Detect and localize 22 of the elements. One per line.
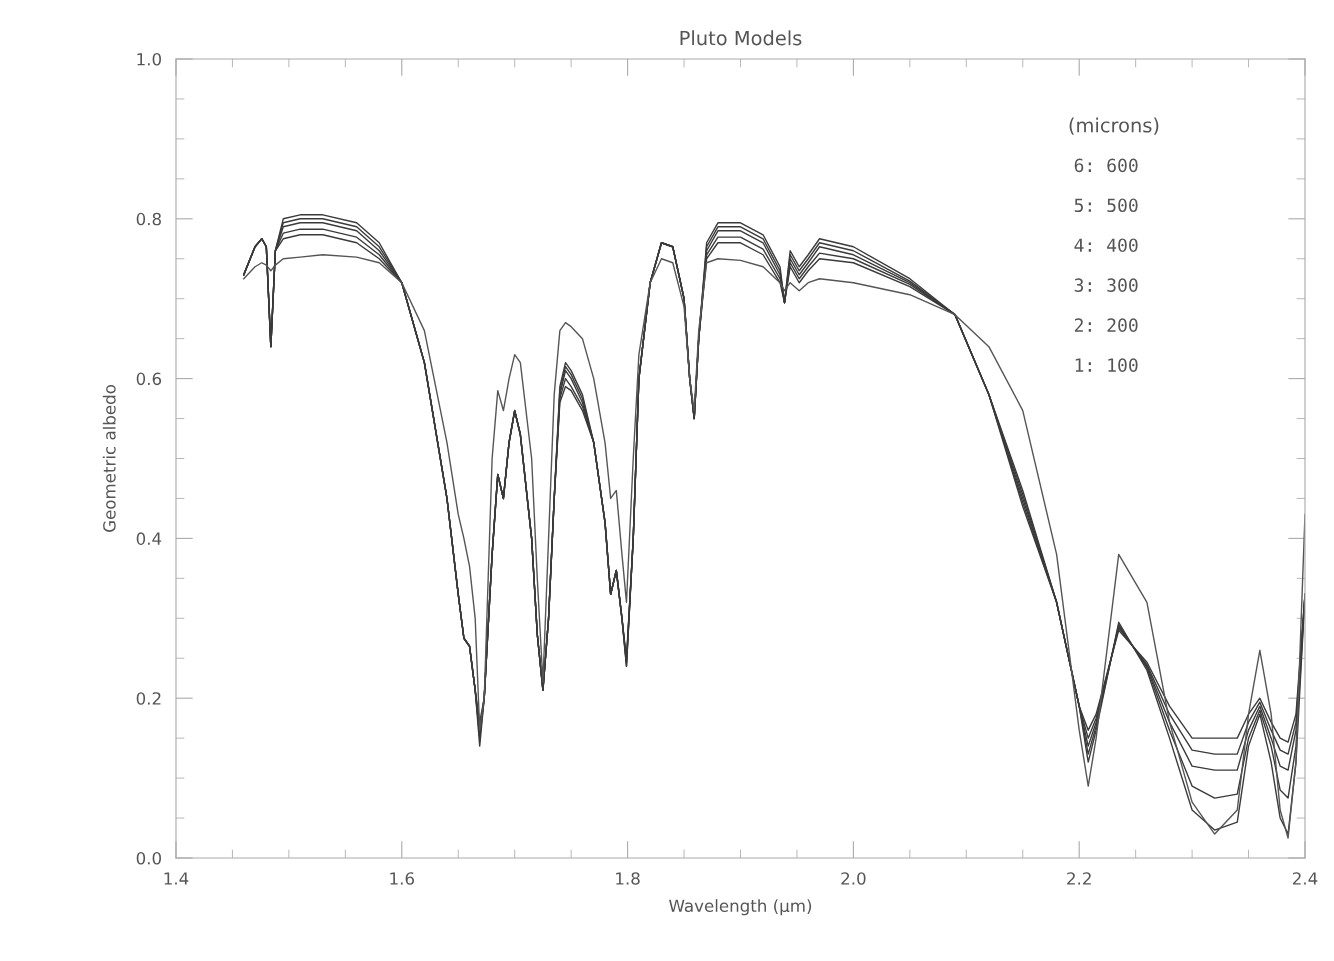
annotation: 5: 500 [1074, 198, 1138, 213]
y-tick-label: 0.6 [136, 372, 162, 386]
x-tick-label: 2.4 [1292, 872, 1318, 885]
y-tick-label: 0.4 [136, 532, 162, 545]
y-tick-label: 0.8 [136, 212, 161, 226]
annotation: 1: 100 [1075, 358, 1138, 372]
annotation: 4: 400 [1074, 238, 1138, 253]
x-tick-label: 2.2 [1067, 872, 1091, 885]
y-tick-label: 1.0 [137, 52, 162, 66]
x-tick-label: 1.6 [390, 872, 414, 885]
y-tick-label: 0.0 [136, 851, 162, 865]
chart-title: Pluto Models [680, 30, 802, 46]
x-tick-label: 1.8 [616, 872, 640, 885]
annotation: 3: 300 [1074, 278, 1138, 292]
annotation: 6: 600 [1074, 158, 1138, 173]
x-tick-label: 2.0 [841, 872, 866, 885]
x-tick-label: 1.4 [164, 872, 189, 885]
annotation: 2: 200 [1074, 318, 1138, 332]
y-axis-title: Geometric albedo [102, 385, 116, 532]
annotation: (microns) [1069, 117, 1159, 135]
y-tick-label: 0.2 [136, 692, 161, 705]
x-axis-title: Wavelength (μm) [669, 899, 812, 916]
